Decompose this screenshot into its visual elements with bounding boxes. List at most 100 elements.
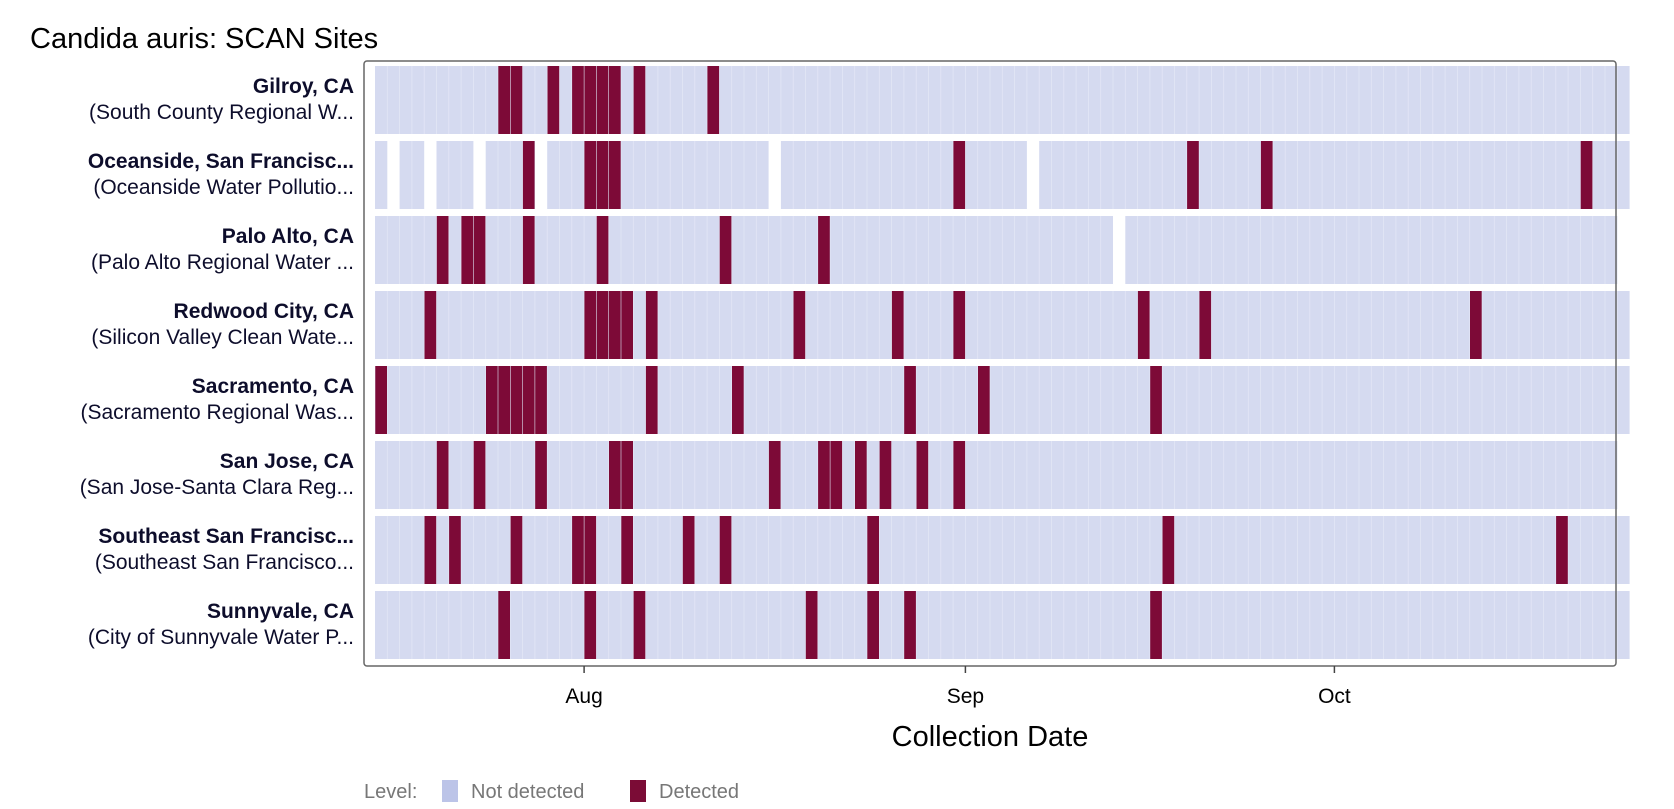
plant-name-gilroy-ca: (South County Regional W... <box>89 101 354 124</box>
site-name-sacramento-ca: Sacramento, CA <box>192 375 354 398</box>
detected-cell <box>486 366 498 434</box>
detected-cell <box>449 516 461 584</box>
legend-label-not-detected: Not detected <box>471 781 584 803</box>
site-name-palo-alto-ca: Palo Alto, CA <box>222 225 354 248</box>
detected-cell <box>621 441 633 509</box>
detected-cell <box>1150 366 1162 434</box>
detected-cell <box>510 516 523 584</box>
detected-cell <box>609 291 621 359</box>
detected-cell <box>1260 141 1273 209</box>
plant-name-palo-alto-ca: (Palo Alto Regional Water ... <box>91 251 354 274</box>
detected-cell <box>1150 591 1162 659</box>
detected-cell <box>953 441 966 509</box>
legend-label-detected: Detected <box>659 781 739 803</box>
detected-cell <box>584 291 597 359</box>
legend-swatch-detected <box>630 780 646 802</box>
detected-cell <box>621 291 633 359</box>
detected-cell <box>596 216 609 284</box>
detected-cell <box>510 366 523 434</box>
x-tick-label: Sep <box>947 685 984 708</box>
detected-cell <box>609 141 621 209</box>
detected-cell <box>891 291 904 359</box>
detected-cell <box>633 591 646 659</box>
detected-cell <box>682 516 695 584</box>
detected-cell <box>867 591 879 659</box>
site-name-san-jose-ca: San Jose, CA <box>220 450 354 473</box>
heatmap-row-oceanside-san-francisc <box>375 141 1630 209</box>
detected-cell <box>424 291 437 359</box>
detected-cell <box>1137 291 1150 359</box>
detected-cell <box>953 291 966 359</box>
detected-cell <box>978 366 990 434</box>
detected-cell <box>830 441 843 509</box>
site-name-southeast-san-francisc: Southeast San Francisc... <box>98 525 354 548</box>
legend: Level: Not detected Detected <box>364 780 739 803</box>
detected-cell <box>535 366 547 434</box>
site-name-oceanside-san-francisc: Oceanside, San Francisc... <box>88 150 354 173</box>
row-labels: Gilroy, CA (South County Regional W... Oce… <box>80 75 354 649</box>
detected-cell <box>498 591 510 659</box>
plant-name-san-jose-ca: (San Jose-Santa Clara Reg... <box>80 476 354 499</box>
detected-cell <box>793 291 806 359</box>
heatmap-row-sacramento-ca <box>375 366 1630 434</box>
detected-cell <box>732 366 744 434</box>
heatmap-row-palo-alto-ca <box>375 216 1618 284</box>
panel-border <box>363 60 1617 667</box>
heatmap-row-southeast-san-francisc <box>375 516 1630 584</box>
detected-cell <box>584 516 597 584</box>
detected-cell <box>572 66 584 134</box>
detected-cell <box>473 441 486 509</box>
heatmap-row-sunnyvale-ca <box>375 591 1630 659</box>
detected-cell <box>461 216 474 284</box>
sampled-segment <box>375 441 1618 509</box>
plot-area <box>375 66 1630 659</box>
detected-cell <box>633 66 646 134</box>
detected-cell <box>1199 291 1212 359</box>
chart-title: Candida auris: SCAN Sites <box>30 23 378 55</box>
detected-cell <box>572 516 584 584</box>
detected-cell <box>867 516 879 584</box>
detected-cell <box>1580 141 1593 209</box>
detected-cell <box>609 66 621 134</box>
detected-cell <box>522 366 535 434</box>
detected-cell <box>645 291 658 359</box>
detected-cell <box>818 216 830 284</box>
plant-name-oceanside-san-francisc: (Oceanside Water Pollutio... <box>93 176 354 199</box>
legend-swatch-not-detected <box>442 780 458 802</box>
detected-cell <box>953 141 966 209</box>
legend-title: Level: <box>364 781 417 803</box>
detected-cell <box>1470 291 1482 359</box>
heatmap-row-redwood-city-ca <box>375 291 1630 359</box>
detected-cell <box>547 66 560 134</box>
detected-cell <box>621 516 633 584</box>
site-name-redwood-city-ca: Redwood City, CA <box>174 300 354 323</box>
x-axis-label: Collection Date <box>892 721 1089 753</box>
detected-cell <box>584 591 597 659</box>
x-axis: Aug Sep Oct <box>565 666 1351 708</box>
detected-cell <box>522 216 535 284</box>
plant-name-southeast-san-francisc: (Southeast San Francisco... <box>95 551 354 574</box>
sampled-segment <box>436 141 474 209</box>
detected-cell <box>436 441 449 509</box>
site-name-gilroy-ca: Gilroy, CA <box>253 75 354 98</box>
detected-cell <box>498 66 510 134</box>
detected-cell <box>805 591 818 659</box>
plant-name-sacramento-ca: (Sacramento Regional Was... <box>80 401 354 424</box>
sampled-segment <box>375 141 388 209</box>
detected-cell <box>584 141 597 209</box>
detected-cell <box>645 366 658 434</box>
detected-cell <box>855 441 867 509</box>
detected-cell <box>904 591 916 659</box>
detected-cell <box>473 216 486 284</box>
detected-cell <box>768 441 781 509</box>
heatmap-row-gilroy-ca <box>375 66 1630 134</box>
detected-cell <box>879 441 892 509</box>
detected-cell <box>498 366 510 434</box>
site-name-sunnyvale-ca: Sunnyvale, CA <box>207 600 354 623</box>
detected-cell <box>596 66 609 134</box>
plant-name-sunnyvale-ca: (City of Sunnyvale Water P... <box>88 626 354 649</box>
detected-cell <box>719 516 732 584</box>
x-tick-label: Oct <box>1318 685 1351 708</box>
